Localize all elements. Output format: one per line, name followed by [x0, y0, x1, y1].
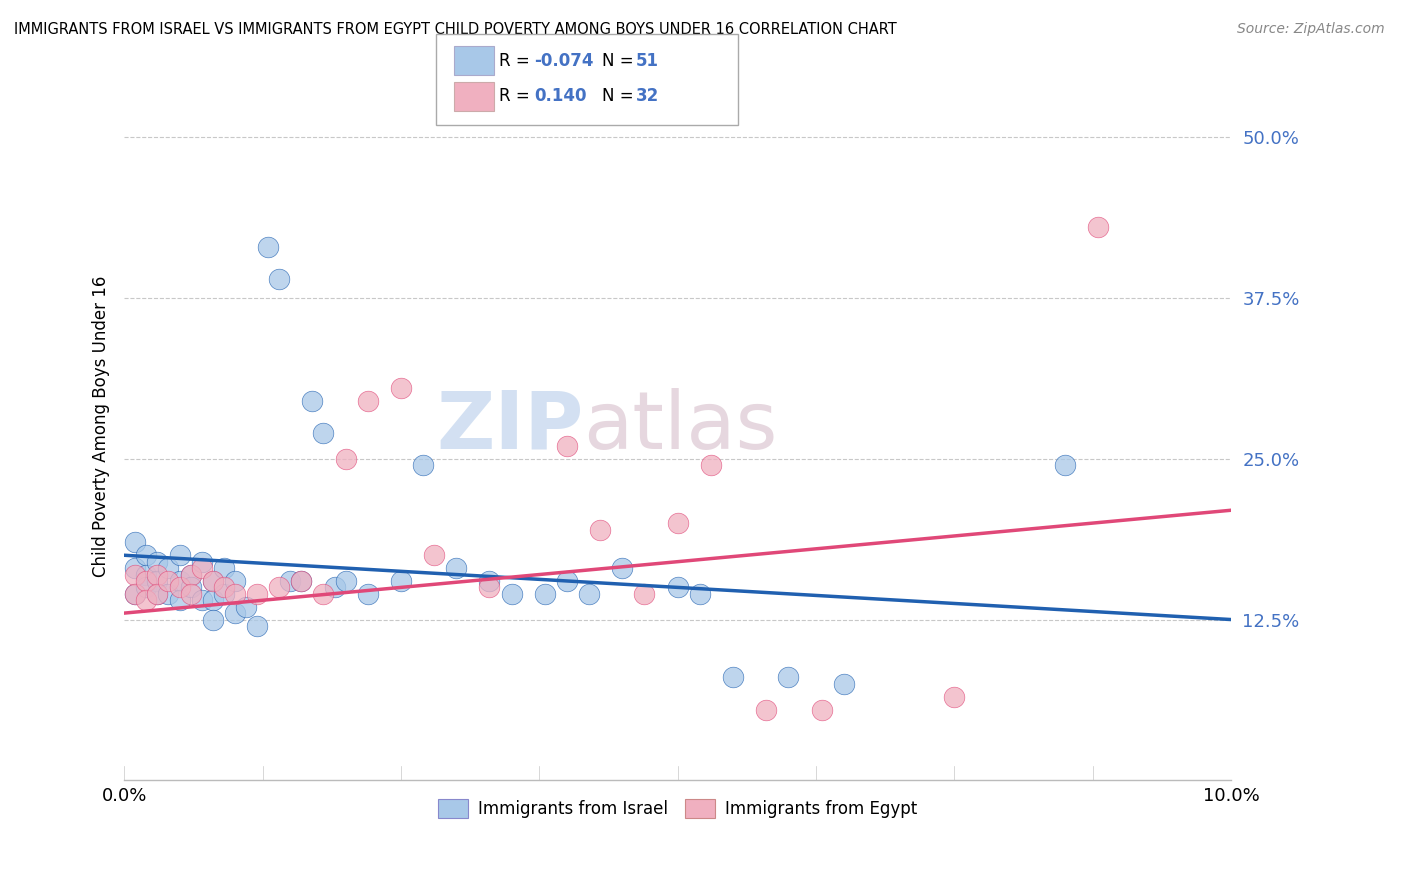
Point — [290, 574, 312, 588]
Point — [212, 587, 235, 601]
Point — [478, 581, 501, 595]
Point — [666, 581, 689, 595]
Point — [389, 574, 412, 588]
Point — [124, 567, 146, 582]
Point — [180, 581, 202, 595]
Point — [534, 587, 557, 601]
Point — [180, 587, 202, 601]
Point — [157, 587, 180, 601]
Point — [423, 548, 446, 562]
Point — [224, 606, 246, 620]
Point — [269, 581, 291, 595]
Point — [578, 587, 600, 601]
Point — [1054, 458, 1077, 473]
Point — [146, 555, 169, 569]
Text: R =: R = — [499, 87, 540, 105]
Point — [778, 670, 800, 684]
Point — [478, 574, 501, 588]
Text: Source: ZipAtlas.com: Source: ZipAtlas.com — [1237, 22, 1385, 37]
Point — [832, 677, 855, 691]
Point — [357, 587, 380, 601]
Point — [589, 523, 612, 537]
Point — [269, 271, 291, 285]
Text: 51: 51 — [636, 52, 658, 70]
Point — [689, 587, 711, 601]
Point — [323, 581, 346, 595]
Point — [335, 451, 357, 466]
Point — [555, 574, 578, 588]
Point — [555, 439, 578, 453]
Point — [312, 426, 335, 441]
Point — [335, 574, 357, 588]
Point — [501, 587, 523, 601]
Point — [612, 561, 634, 575]
Point — [278, 574, 301, 588]
Point — [389, 381, 412, 395]
Point — [301, 393, 323, 408]
Point — [1087, 220, 1109, 235]
Point — [633, 587, 655, 601]
Text: N =: N = — [602, 87, 638, 105]
Point — [124, 535, 146, 549]
Point — [169, 581, 191, 595]
Point — [224, 587, 246, 601]
Text: atlas: atlas — [583, 388, 778, 466]
Point — [412, 458, 434, 473]
Point — [224, 574, 246, 588]
Point — [943, 690, 966, 704]
Y-axis label: Child Poverty Among Boys Under 16: Child Poverty Among Boys Under 16 — [93, 276, 110, 577]
Point — [666, 516, 689, 530]
Point — [212, 581, 235, 595]
Point — [124, 587, 146, 601]
Point — [212, 561, 235, 575]
Point — [700, 458, 723, 473]
Point — [190, 561, 212, 575]
Text: -0.074: -0.074 — [534, 52, 593, 70]
Point — [721, 670, 744, 684]
Legend: Immigrants from Israel, Immigrants from Egypt: Immigrants from Israel, Immigrants from … — [432, 792, 924, 825]
Point — [124, 561, 146, 575]
Text: 0.140: 0.140 — [534, 87, 586, 105]
Point — [135, 548, 157, 562]
Point — [235, 599, 257, 614]
Point — [135, 567, 157, 582]
Point — [190, 555, 212, 569]
Text: IMMIGRANTS FROM ISRAEL VS IMMIGRANTS FROM EGYPT CHILD POVERTY AMONG BOYS UNDER 1: IMMIGRANTS FROM ISRAEL VS IMMIGRANTS FRO… — [14, 22, 897, 37]
Text: R =: R = — [499, 52, 536, 70]
Text: N =: N = — [602, 52, 638, 70]
Point — [446, 561, 468, 575]
Point — [290, 574, 312, 588]
Point — [201, 613, 224, 627]
Point — [135, 593, 157, 607]
Point — [201, 593, 224, 607]
Point — [755, 702, 778, 716]
Point — [169, 548, 191, 562]
Point — [146, 587, 169, 601]
Point — [180, 567, 202, 582]
Point — [135, 581, 157, 595]
Point — [357, 393, 380, 408]
Point — [169, 593, 191, 607]
Point — [135, 574, 157, 588]
Text: ZIP: ZIP — [436, 388, 583, 466]
Point — [180, 567, 202, 582]
Point — [246, 587, 269, 601]
Point — [201, 574, 224, 588]
Point — [157, 561, 180, 575]
Point — [201, 574, 224, 588]
Point — [124, 587, 146, 601]
Text: 32: 32 — [636, 87, 659, 105]
Point — [146, 567, 169, 582]
Point — [312, 587, 335, 601]
Point — [190, 593, 212, 607]
Point — [169, 574, 191, 588]
Point — [246, 619, 269, 633]
Point — [146, 587, 169, 601]
Point — [810, 702, 832, 716]
Point — [257, 239, 280, 253]
Point — [146, 574, 169, 588]
Point — [157, 574, 180, 588]
